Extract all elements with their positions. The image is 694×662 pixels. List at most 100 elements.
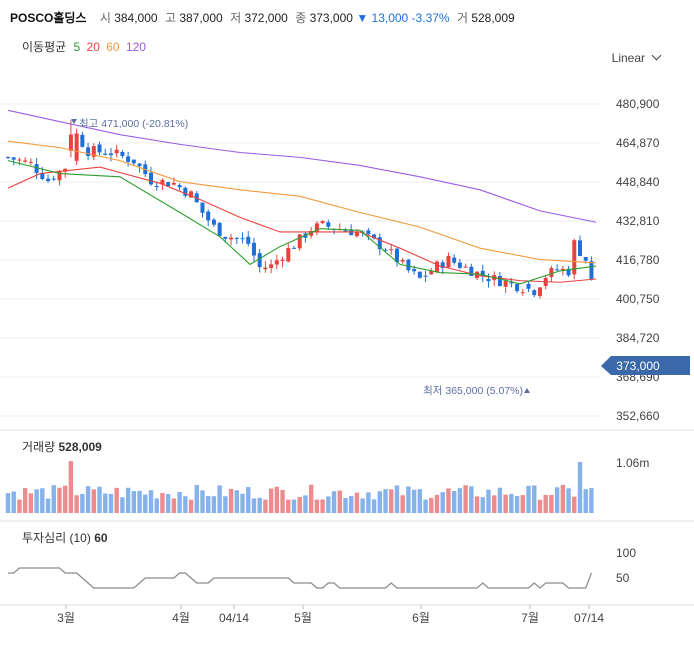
- candle-body: [383, 249, 388, 251]
- candle-body: [480, 270, 485, 277]
- candle-body: [412, 269, 417, 272]
- volume-bar: [486, 489, 491, 513]
- candle-body: [578, 240, 582, 256]
- volume-bar: [543, 495, 548, 513]
- volume-bar: [154, 498, 159, 513]
- high-label: 고: [164, 11, 176, 25]
- candle-body: [137, 163, 142, 167]
- candle-body: [314, 223, 319, 233]
- volume-bar: [194, 485, 199, 513]
- volume-bar: [131, 491, 137, 513]
- volume-bar: [589, 488, 594, 513]
- quote-header: POSCO홀딩스 시 384,000 고 387,000 저 372,000 종…: [10, 9, 515, 26]
- candle-body: [74, 133, 79, 161]
- candle-body: [372, 234, 377, 239]
- volume-bar: [308, 484, 314, 513]
- candle-body: [560, 268, 565, 271]
- candle-body: [463, 266, 468, 268]
- candle-body: [440, 262, 445, 268]
- open-value: 384,000: [114, 11, 158, 25]
- ma120-label: 120: [125, 40, 146, 54]
- candle-body: [292, 247, 296, 249]
- volume-bar: [394, 485, 400, 513]
- candle-body: [189, 191, 194, 198]
- volume-bar: [217, 485, 222, 513]
- candle-body: [234, 237, 239, 239]
- x-tick-label: 04/14: [219, 611, 249, 625]
- candle-body: [354, 231, 359, 237]
- price-tick-label: 384,720: [616, 331, 660, 345]
- volume-bar: [566, 488, 571, 513]
- candle-body: [86, 147, 91, 157]
- volume-bar: [509, 493, 514, 513]
- candle-body: [406, 259, 411, 271]
- volume-bar: [303, 495, 308, 513]
- volume-bar: [366, 492, 371, 513]
- volume-bar: [411, 489, 417, 513]
- volume-bar: [497, 487, 503, 513]
- candle-body: [80, 134, 85, 147]
- last-price-value: 373,000: [616, 359, 660, 373]
- volume-bar: [206, 496, 211, 513]
- candle-body: [274, 260, 279, 265]
- volume-bar: [120, 497, 125, 513]
- candle-body: [251, 242, 256, 256]
- sentiment-title-text: 투자심리 (10): [22, 531, 91, 545]
- candlestick-series: [6, 120, 594, 299]
- volume-bar: [137, 490, 142, 513]
- volume-bar: [22, 487, 28, 513]
- scale-selector[interactable]: Linear: [612, 50, 662, 65]
- candle-body: [108, 153, 113, 156]
- volume-bar: [377, 491, 382, 513]
- volume-bar: [429, 497, 434, 513]
- volume-bar: [280, 489, 285, 513]
- candle-body: [166, 182, 171, 187]
- volume-bar: [57, 487, 62, 513]
- candle-body: [171, 182, 176, 185]
- volume-bar: [349, 495, 354, 513]
- sentiment-last-value: 60: [94, 531, 108, 545]
- candle-body: [589, 261, 594, 280]
- sentiment-pane-title: 투자심리 (10) 60: [22, 531, 108, 545]
- volume-bar: [492, 495, 497, 513]
- low-annotation: 최저 365,000 (5.07%): [423, 385, 523, 397]
- volume-bar: [234, 490, 239, 513]
- high-value: 387,000: [179, 11, 223, 25]
- candle-body: [177, 185, 182, 188]
- volume-bar: [251, 498, 257, 513]
- candle-body: [509, 282, 514, 284]
- candle-body: [154, 186, 159, 188]
- volume-bar: [417, 489, 423, 513]
- volume-bar: [188, 499, 194, 513]
- candle-body: [68, 134, 73, 151]
- candle-body: [309, 230, 314, 236]
- candle-body: [126, 156, 131, 162]
- candle-body: [549, 268, 554, 278]
- candle-body: [572, 240, 577, 275]
- candle-body: [269, 264, 274, 269]
- low-label: 저: [230, 11, 242, 25]
- candle-body: [486, 278, 491, 282]
- volume-bar: [291, 499, 297, 513]
- high-marker-icon: [71, 119, 77, 124]
- volume-bar: [503, 494, 508, 513]
- volume-bar: [337, 490, 342, 513]
- volume-bar: [532, 485, 537, 513]
- candle-body: [532, 290, 537, 296]
- moving-average-legend[interactable]: 이동평균 5 20 60 120: [22, 38, 149, 55]
- volume-bar: [200, 490, 205, 513]
- candle-body: [34, 164, 39, 173]
- candle-body: [91, 146, 96, 157]
- change-value: ▼ 13,000 -3.37%: [356, 11, 450, 25]
- volume-bar: [469, 486, 474, 513]
- volume-last-value: 528,009: [58, 440, 102, 454]
- candle-body: [446, 255, 451, 268]
- candle-body: [51, 178, 56, 180]
- volume-bar: [406, 486, 411, 513]
- price-tick-label: 400,750: [616, 292, 660, 306]
- sentiment-tick-100: 100: [616, 546, 636, 560]
- volume-bar: [360, 498, 365, 513]
- candle-body: [120, 151, 125, 156]
- volume-bar: [125, 487, 131, 513]
